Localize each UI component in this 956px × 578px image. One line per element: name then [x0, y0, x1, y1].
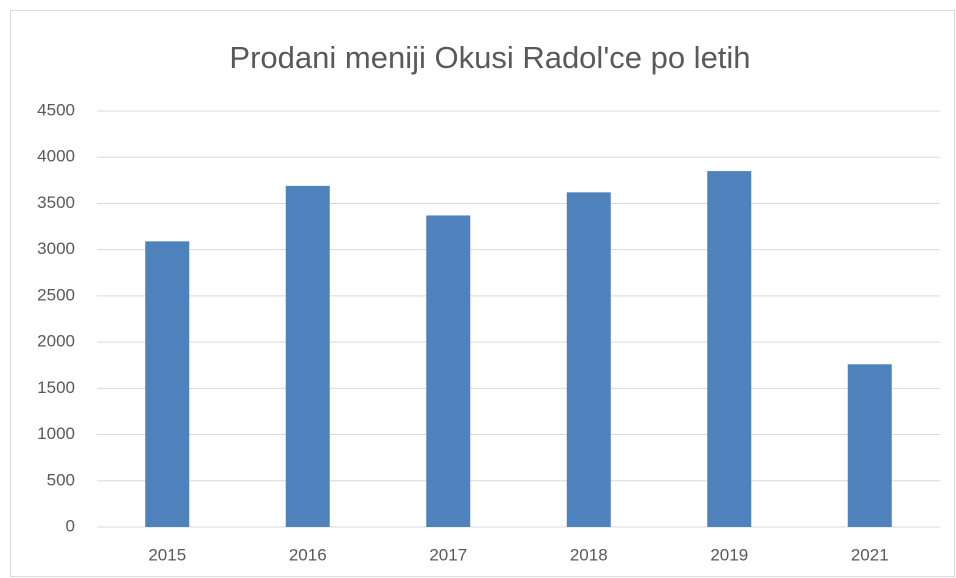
- y-tick-label: 1500: [37, 378, 75, 397]
- y-tick-label: 4500: [37, 100, 75, 119]
- y-tick-label: 500: [47, 470, 75, 489]
- bar: [847, 364, 892, 527]
- chart-title: Prodani meniji Okusi Radol'ce po letih: [229, 40, 750, 75]
- x-tick-label: 2019: [710, 545, 748, 564]
- y-tick-label: 2500: [37, 285, 75, 304]
- bar: [707, 171, 752, 528]
- y-tick-label: 3500: [37, 193, 75, 212]
- y-tick-label: 3000: [37, 239, 75, 258]
- x-tick-label: 2016: [289, 545, 327, 564]
- y-tick-label: 4000: [37, 147, 75, 166]
- bar: [426, 215, 471, 527]
- x-tick-label: 2021: [851, 545, 889, 564]
- x-tick-label: 2015: [148, 545, 186, 564]
- y-tick-label: 2000: [37, 332, 75, 351]
- x-tick-label: 2018: [570, 545, 608, 564]
- bar: [285, 185, 330, 527]
- bar: [566, 192, 611, 527]
- bar: [145, 241, 190, 527]
- y-tick-label: 1000: [37, 424, 75, 443]
- x-tick-label: 2017: [429, 545, 467, 564]
- y-tick-label: 0: [66, 516, 75, 535]
